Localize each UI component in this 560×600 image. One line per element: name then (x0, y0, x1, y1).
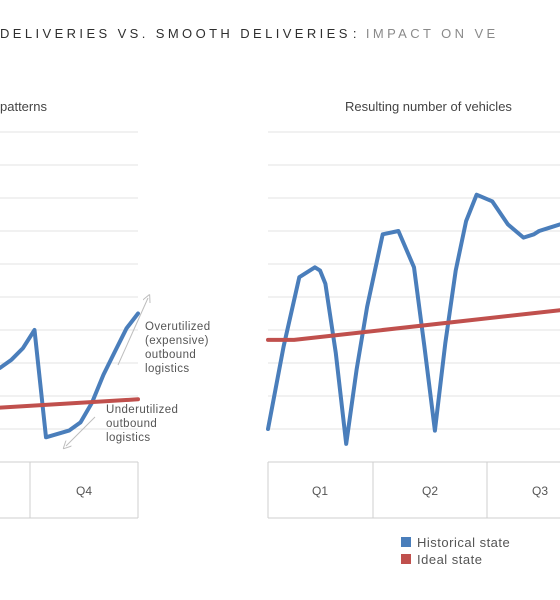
title-subtitle: IMPACT ON VE (365, 26, 499, 41)
right-tick-label-q1: Q1 (312, 484, 328, 498)
title-separator: : (352, 26, 360, 41)
title-main: DELIVERIES VS. SMOOTH DELIVERIES (0, 26, 351, 41)
right-tick-label-q2: Q2 (422, 484, 438, 498)
underutilized-annotation: Underutilized outbound logistics (106, 404, 182, 444)
left-series-historical-line (0, 311, 140, 440)
overutilized-arrow (117, 298, 148, 366)
legend-swatch-ideal (401, 554, 411, 564)
right-series-ideal-line (266, 308, 560, 342)
left-series-ideal-line (0, 397, 140, 410)
legend-label-ideal: Ideal state (417, 552, 483, 567)
right-tick-label-q3: Q3 (532, 484, 548, 498)
legend-label-historical: Historical state (417, 535, 510, 550)
left-tick-label-q4: Q4 (76, 484, 92, 498)
left-gridlines (0, 131, 138, 430)
right-chart-subtitle: Resulting number of vehicles (345, 99, 512, 114)
chart-title: DELIVERIES VS. SMOOTH DELIVERIES: IMPACT … (0, 26, 499, 41)
legend-swatch-historical (401, 537, 411, 547)
underutilized-arrow (66, 416, 96, 446)
overutilized-annotation: Overutilized (expensive) outbound logist… (145, 321, 214, 375)
right-series-historical-line (266, 192, 560, 446)
right-gridlines (268, 131, 560, 430)
left-chart-subtitle: patterns (0, 99, 47, 114)
series-layer (0, 192, 560, 446)
legend: Historical state Ideal state (401, 535, 510, 567)
